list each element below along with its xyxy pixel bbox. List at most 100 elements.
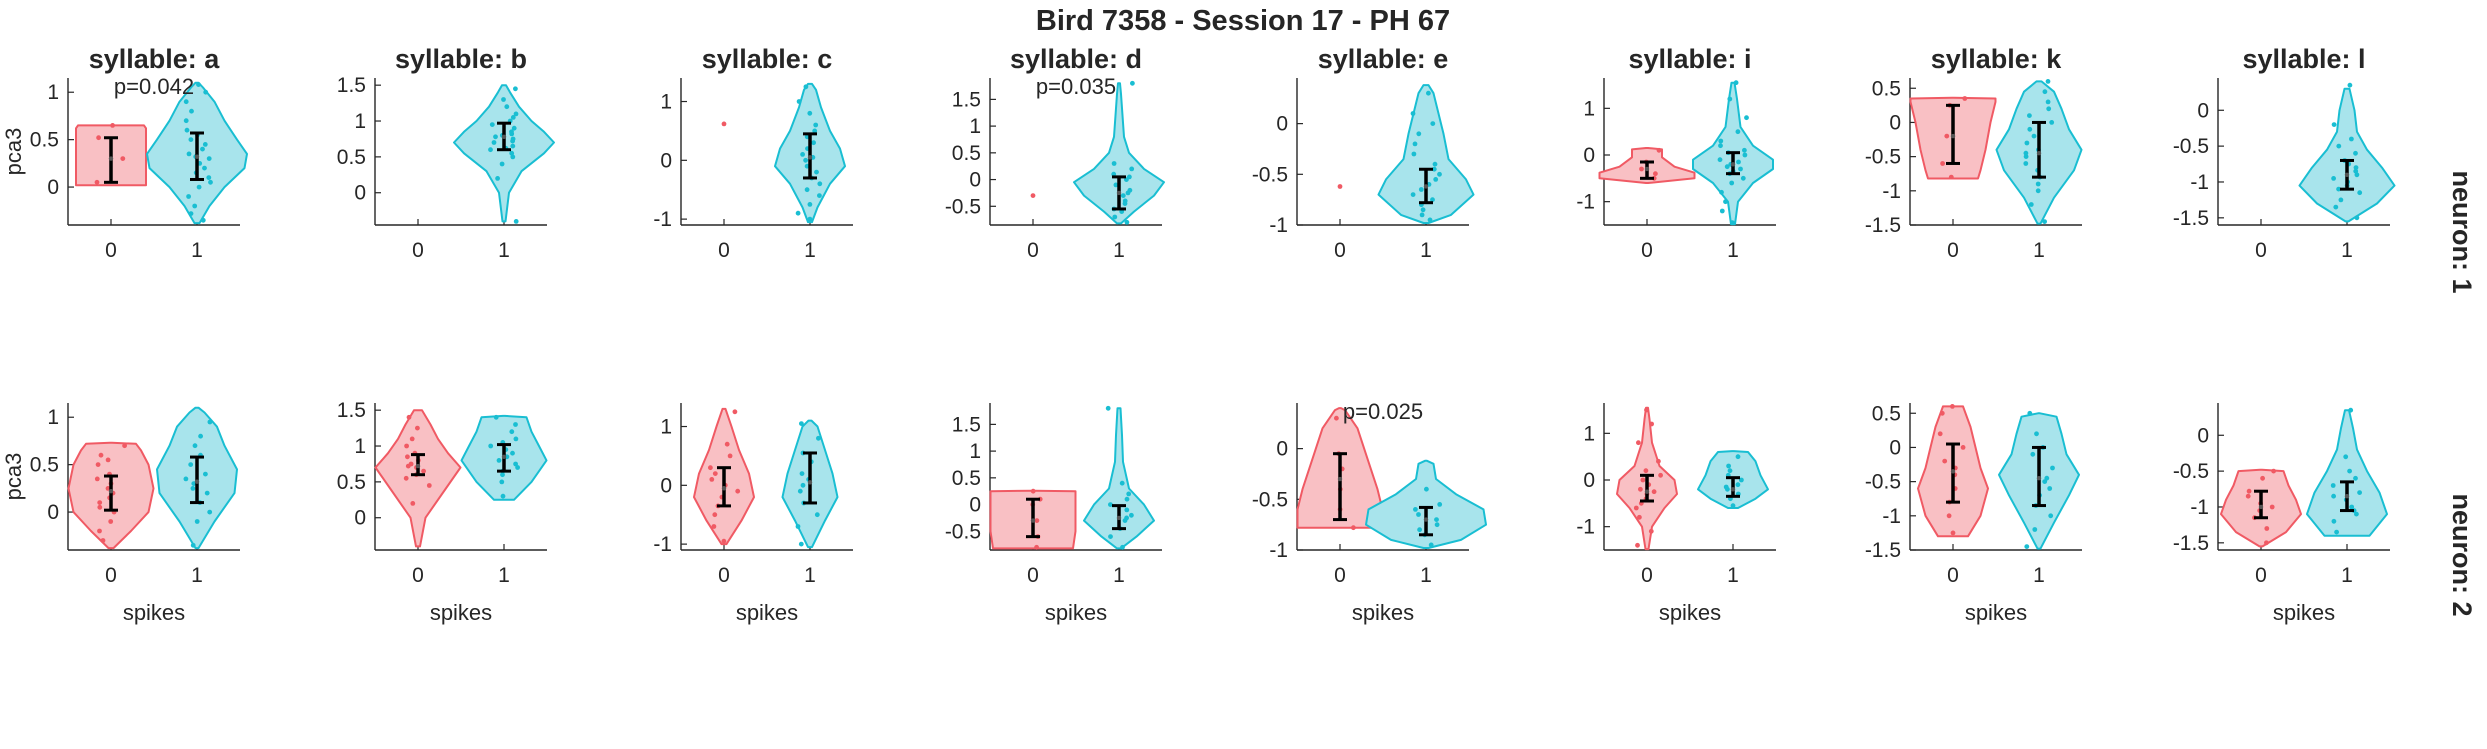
- x-tick-label: 1: [2033, 239, 2045, 262]
- data-point: [2030, 451, 2036, 457]
- data-point: [122, 443, 127, 449]
- y-tick-label: -1: [653, 533, 672, 556]
- data-point: [1428, 542, 1434, 548]
- data-point: [1648, 528, 1654, 534]
- data-point: [1724, 164, 1730, 170]
- data-point: [709, 477, 715, 482]
- data-point: [501, 97, 506, 102]
- data-point: [1950, 530, 1956, 536]
- median-marker: [807, 155, 813, 160]
- data-point: [1108, 502, 1113, 507]
- panel-5: -1 -0.5 0 0 1 syllable: e: [1252, 44, 1475, 262]
- data-point: [1719, 189, 1724, 195]
- data-point: [798, 541, 804, 547]
- data-point: [510, 450, 515, 456]
- x-tick-label: 0: [105, 564, 117, 587]
- x-tick-label: 0: [1027, 564, 1039, 587]
- data-point: [2023, 154, 2029, 160]
- data-point: [1739, 477, 1744, 483]
- data-point: [206, 175, 212, 181]
- data-point: [1730, 220, 1735, 226]
- median-marker: [415, 463, 421, 469]
- data-point: [724, 441, 730, 447]
- x-tick-label: 1: [1420, 564, 1432, 587]
- data-point: [1738, 166, 1743, 172]
- data-point: [814, 512, 820, 518]
- x-tick-label: 0: [1641, 564, 1653, 587]
- data-point: [404, 443, 409, 449]
- data-point: [100, 538, 106, 543]
- y-tick-label: 0: [1276, 113, 1288, 136]
- data-point: [1962, 96, 1968, 101]
- data-point: [2331, 176, 2337, 181]
- y-tick-label: 0.5: [952, 467, 981, 490]
- data-point: [1410, 192, 1416, 198]
- data-point: [120, 156, 126, 162]
- x-axis-label: spikes: [430, 600, 492, 625]
- x-axis-label: spikes: [2273, 600, 2335, 625]
- data-point: [509, 150, 515, 156]
- data-point: [1034, 518, 1040, 523]
- x-axis-label: spikes: [736, 600, 798, 625]
- median-marker: [2344, 494, 2350, 499]
- data-point: [2044, 475, 2050, 481]
- data-point: [813, 122, 819, 128]
- data-point: [1636, 440, 1641, 446]
- violin-1: [1073, 82, 1165, 225]
- data-point: [94, 179, 100, 185]
- violin-1: [2298, 87, 2396, 223]
- violin-0: [374, 409, 462, 548]
- data-point: [97, 500, 103, 505]
- y-tick-label: -1: [1576, 191, 1595, 214]
- y-tick-label: 0.5: [337, 471, 366, 494]
- y-tick-label: 0: [354, 182, 366, 205]
- data-point: [817, 193, 822, 199]
- data-point: [510, 136, 516, 142]
- median-marker: [2344, 172, 2350, 178]
- data-point: [735, 488, 741, 494]
- data-point: [2042, 219, 2047, 225]
- data-point: [96, 135, 101, 141]
- data-point: [1122, 198, 1128, 204]
- data-point: [2027, 126, 2033, 132]
- data-point: [1718, 143, 1723, 149]
- y-tick-label: 0: [1583, 469, 1595, 492]
- p-value-annotation: p=0.025: [1343, 399, 1423, 424]
- y-tick-label: 0.5: [30, 454, 59, 477]
- median-marker: [1644, 166, 1650, 172]
- x-tick-label: 1: [2341, 564, 2353, 587]
- data-point: [814, 169, 819, 175]
- panel-3: -1 0 1 0 1 syllable: c: [653, 44, 853, 262]
- y-tick-label: 0: [660, 474, 672, 497]
- data-point: [2334, 529, 2340, 535]
- data-point: [2348, 407, 2354, 413]
- y-tick-label: -0.5: [2173, 460, 2209, 483]
- median-marker: [1644, 489, 1650, 494]
- data-point: [207, 509, 213, 515]
- data-point: [183, 99, 189, 105]
- data-point: [1937, 431, 1943, 437]
- data-point: [2331, 493, 2337, 499]
- data-point: [1126, 491, 1132, 497]
- x-tick-label: 1: [1113, 564, 1125, 587]
- data-point: [513, 422, 518, 427]
- median-marker: [1337, 476, 1343, 482]
- data-point: [1736, 159, 1741, 165]
- x-tick-label: 1: [498, 564, 510, 587]
- data-point: [800, 152, 805, 157]
- data-point: [2357, 190, 2363, 196]
- data-point: [1334, 415, 1339, 421]
- data-point: [1437, 171, 1442, 177]
- x-axis-label: spikes: [1352, 600, 1414, 625]
- data-point: [409, 436, 415, 442]
- y-tick-label: 1: [660, 416, 672, 439]
- data-point: [194, 519, 200, 524]
- data-point: [2260, 475, 2266, 481]
- x-tick-label: 1: [1727, 239, 1739, 262]
- data-point: [1337, 184, 1343, 189]
- data-point: [1417, 527, 1422, 533]
- data-point: [499, 161, 505, 167]
- data-point: [1030, 193, 1036, 199]
- panel-15: -1.5 -1 -0.5 0 0.5 0 1 spikes: [1865, 402, 2082, 625]
- data-point: [1960, 445, 1966, 450]
